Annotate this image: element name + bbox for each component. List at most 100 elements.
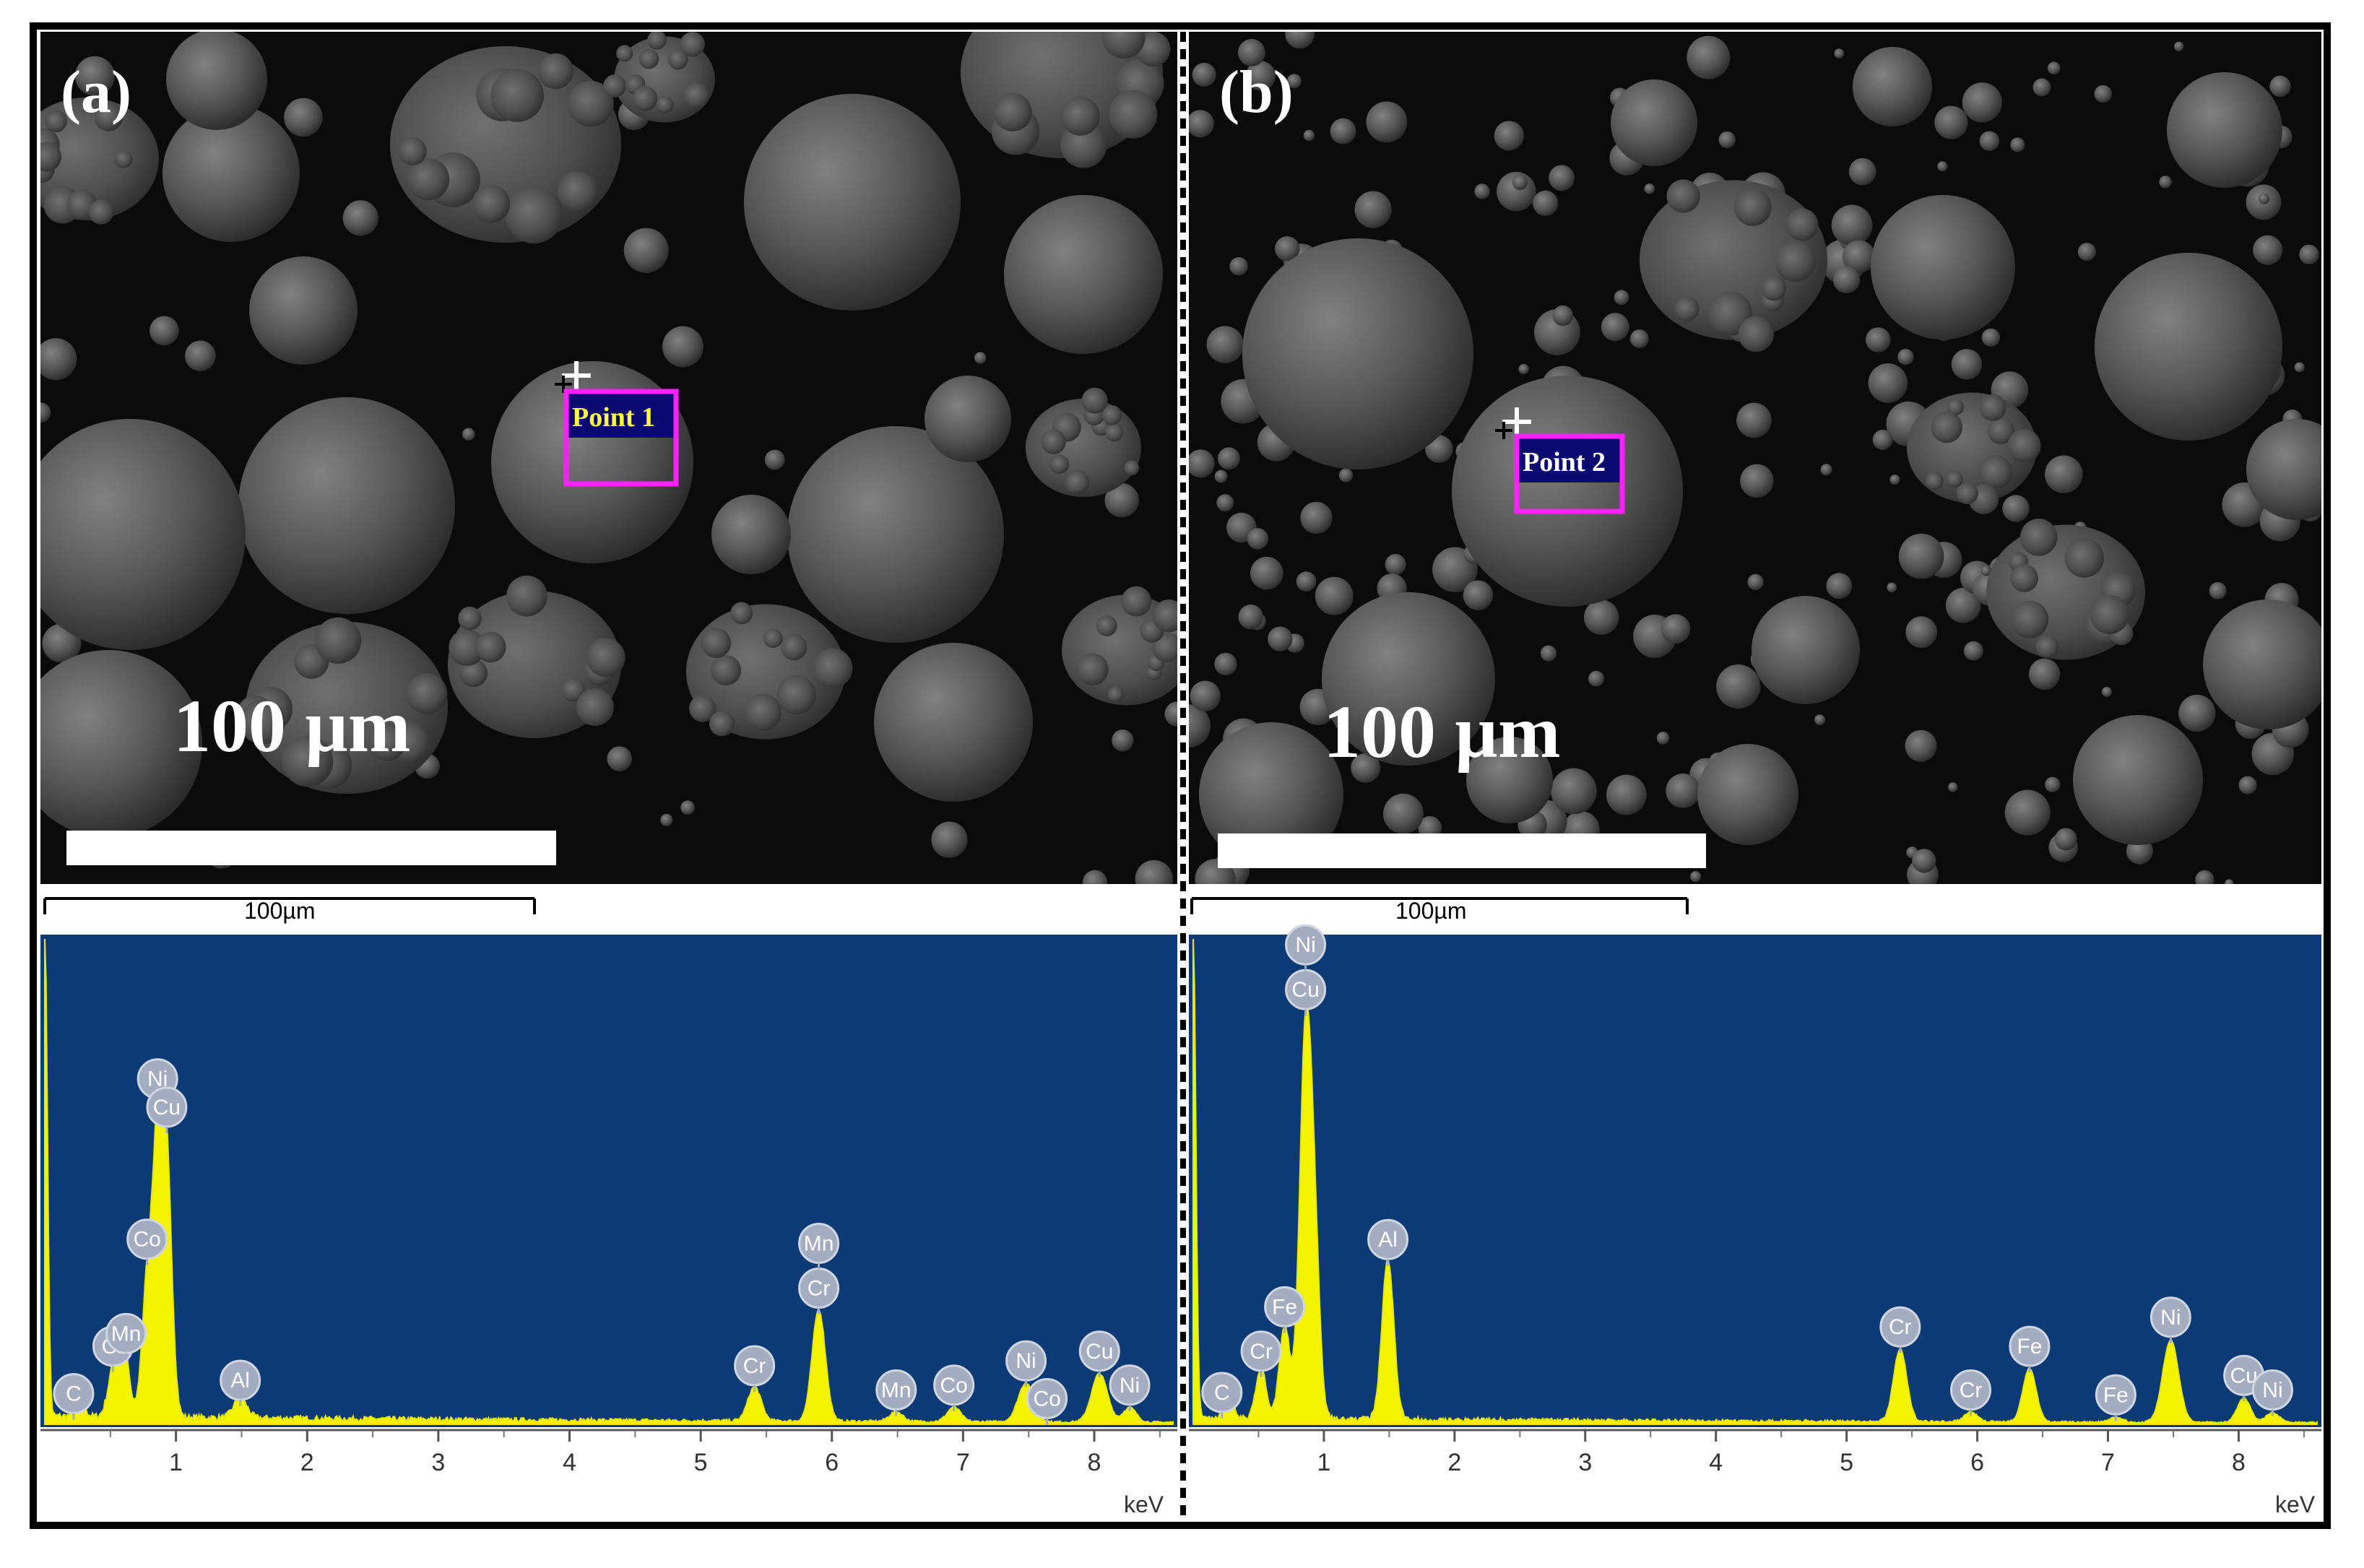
small-particle — [1296, 571, 1317, 592]
small-particle — [1716, 664, 1761, 709]
agglomerate-lobe — [449, 629, 485, 666]
agglomerate-lobe — [406, 673, 448, 714]
agglomerate-lobe — [315, 617, 362, 664]
small-particle — [1872, 430, 1893, 450]
small-particle — [1330, 118, 1356, 144]
spherical-particle — [40, 650, 202, 838]
small-particle — [931, 821, 968, 858]
point-label-box-a — [566, 391, 676, 438]
small-particle — [1189, 110, 1214, 138]
spherical-particle — [2073, 715, 2203, 845]
axis-ticks-b: 1 2 3 4 5 6 7 8 — [1257, 1430, 2305, 1476]
agglomerate-lobe — [2011, 600, 2049, 638]
agglomerate-lobe — [1152, 599, 1177, 633]
small-particle — [150, 316, 179, 346]
small-particle — [1549, 165, 1575, 191]
agglomerate-lobe — [586, 638, 625, 677]
small-particle — [2225, 879, 2234, 884]
agglomerate-lobe — [993, 92, 1032, 132]
small-particle — [1512, 175, 1528, 191]
agglomerate-lobe — [472, 185, 511, 223]
small-particle — [1135, 859, 1173, 884]
small-particle — [1238, 605, 1263, 630]
agglomerate-lobe — [114, 150, 133, 168]
small-particle — [1112, 729, 1134, 752]
agglomerate-lobe — [368, 723, 406, 761]
small-particle — [1463, 580, 1494, 610]
small-particle — [1656, 732, 1670, 745]
small-particle — [662, 326, 703, 368]
small-particle — [1192, 62, 1216, 87]
small-particle — [1740, 464, 1774, 498]
small-particle — [2004, 789, 2051, 836]
small-particle — [2195, 870, 2214, 884]
agglomerate-lobe — [683, 82, 709, 108]
small-particle — [2045, 776, 2061, 792]
element-label: Co — [133, 1228, 160, 1252]
small-particle — [1887, 582, 1897, 593]
spherical-particle — [1452, 376, 1683, 607]
spherical-particle — [1322, 592, 1495, 766]
small-particle — [462, 428, 475, 441]
element-label: Co — [940, 1374, 968, 1398]
small-particle — [1494, 121, 1524, 151]
small-particle — [1951, 349, 1983, 380]
spherical-particle — [40, 419, 246, 650]
small-particle — [1190, 680, 1221, 711]
agglomerate-lobe — [763, 628, 783, 649]
small-particle — [1268, 626, 1293, 651]
small-particle — [1601, 313, 1629, 342]
small-particle — [1606, 774, 1647, 815]
agglomerate-lobe — [1978, 455, 2013, 489]
agglomerate-lobe — [780, 633, 808, 661]
axis-ticks-a: 1 2 3 4 5 6 7 8 — [109, 1430, 1161, 1476]
element-label: Cu — [1291, 978, 1319, 1002]
small-particle — [2159, 176, 2172, 189]
spectrum-trace — [1192, 938, 2318, 1425]
agglomerate-lobe — [680, 32, 705, 57]
small-particle — [40, 338, 77, 381]
agglomerate-lobe — [616, 45, 633, 62]
element-label: Cr — [1250, 1340, 1273, 1364]
ruler-text-a: 100µm — [244, 898, 315, 924]
spherical-particle — [2246, 419, 2321, 520]
agglomerate-lobe — [689, 695, 716, 722]
element-label: Cr — [1889, 1315, 1912, 1339]
small-particle — [1533, 190, 1559, 217]
spherical-particle — [1004, 195, 1163, 354]
small-particle — [1285, 32, 1315, 49]
small-particle — [1834, 48, 1845, 59]
element-label: Ni — [2262, 1379, 2282, 1403]
point-label-box-b — [1517, 436, 1622, 482]
small-particle — [2209, 582, 2227, 599]
agglomerate-lobe — [1956, 482, 1978, 505]
small-particle — [1247, 528, 1269, 550]
agglomerate-lobe — [1081, 387, 1108, 414]
axis-tick-label: 6 — [1970, 1449, 1984, 1476]
spherical-particle — [2203, 599, 2321, 729]
spherical-particle — [1611, 79, 1697, 166]
spherical-particle — [2095, 253, 2282, 441]
agglomerate-lobe — [1049, 454, 1070, 475]
element-label: Ni — [2160, 1306, 2181, 1330]
agglomerate-lobe — [1925, 472, 1944, 490]
sem-image-a — [40, 32, 1177, 884]
point-label-b: Point 2 — [1523, 447, 1606, 477]
agglomerate-lobe — [1124, 460, 1140, 476]
agglomerate-lobe — [45, 110, 67, 133]
small-particle — [1979, 131, 2000, 152]
spherical-particle — [249, 256, 358, 365]
small-particle — [1898, 533, 1944, 579]
small-particle — [1826, 573, 1853, 599]
agglomerate-lobe — [2035, 635, 2059, 659]
small-particle — [1216, 494, 1234, 512]
axis-tick-label: 8 — [2232, 1449, 2246, 1476]
small-particle — [1082, 870, 1108, 884]
axis-tick-label: 3 — [431, 1449, 445, 1476]
spectrum-a: CCrCoMnNiCuAlCrCrMnMnCoCoNiNiCu — [44, 938, 1174, 1425]
agglomerate-lobe — [776, 675, 816, 715]
agglomerate-lobe — [458, 606, 482, 631]
small-particle — [40, 402, 51, 423]
